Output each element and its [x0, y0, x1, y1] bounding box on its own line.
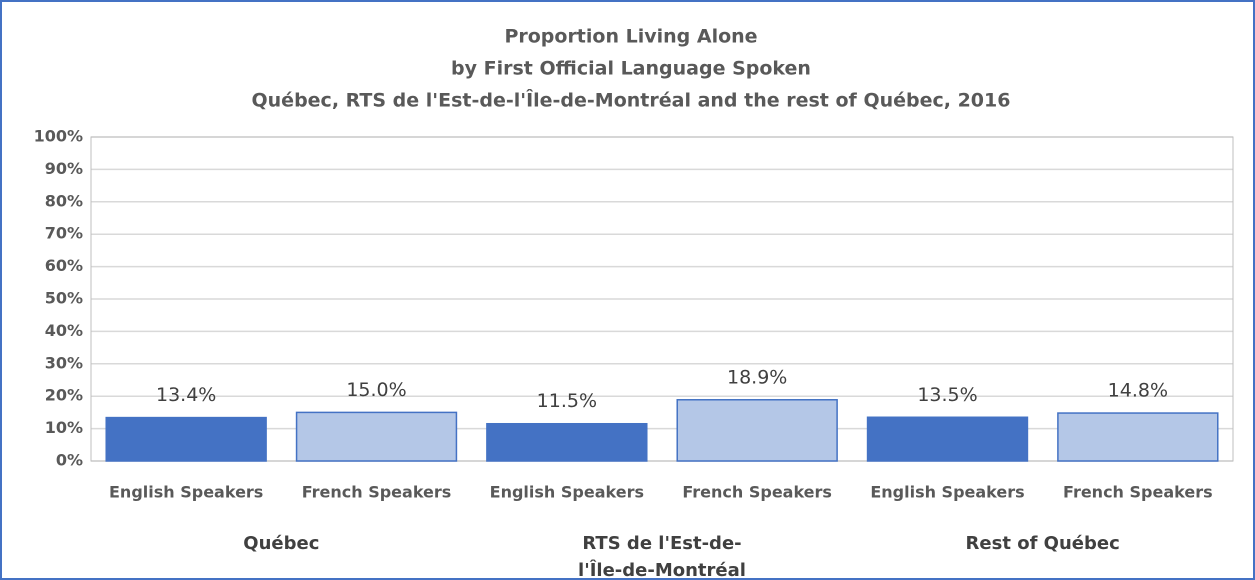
y-tick-label: 50%	[45, 289, 83, 308]
group-label: RTS de l'Est-de-l'Île-de-Montréal	[578, 533, 746, 580]
y-tick-label: 20%	[45, 386, 83, 405]
data-label: 13.4%	[156, 384, 216, 406]
bar	[295, 411, 458, 462]
y-tick-label: 80%	[45, 191, 83, 210]
data-label: 13.5%	[917, 384, 977, 406]
bar	[486, 422, 648, 462]
data-label: 15.0%	[346, 379, 406, 401]
y-tick-label: 0%	[56, 451, 83, 470]
bar	[866, 416, 1029, 462]
y-tick-label: 30%	[45, 353, 83, 372]
y-tick-label: 90%	[45, 159, 83, 178]
y-tick-label: 60%	[45, 256, 83, 275]
plot-area	[90, 136, 1234, 462]
x-tick-label: English Speakers	[109, 483, 263, 502]
y-tick-label: 40%	[45, 321, 83, 340]
data-label: 11.5%	[537, 390, 597, 412]
data-label: 14.8%	[1108, 380, 1168, 402]
y-tick-label: 100%	[34, 127, 83, 146]
chart-title: Proportion Living Alone	[504, 26, 757, 48]
x-tick-label: French Speakers	[682, 483, 832, 502]
x-tick-label: French Speakers	[302, 483, 452, 502]
chart-subtitle: by First Official Language Spoken	[451, 58, 811, 80]
data-label: 18.9%	[727, 366, 787, 388]
x-tick-label: English Speakers	[490, 483, 644, 502]
y-tick-label: 70%	[45, 224, 83, 243]
group-label-text: RTS de l'Est-de-l'Île-de-Montréal	[578, 533, 746, 580]
bar	[676, 399, 838, 462]
x-tick-label: English Speakers	[870, 483, 1024, 502]
group-label-text: Québec	[243, 533, 320, 554]
bar	[1057, 412, 1219, 462]
bar	[105, 416, 267, 462]
group-label: Québec	[243, 533, 320, 554]
x-tick-label: French Speakers	[1063, 483, 1213, 502]
group-label-text: Rest of Québec	[965, 533, 1120, 554]
y-tick-label: 10%	[45, 418, 83, 437]
group-label: Rest of Québec	[965, 533, 1120, 554]
chart-subtitle: Québec, RTS de l'Est-de-l'Île-de-Montréa…	[252, 89, 1011, 112]
